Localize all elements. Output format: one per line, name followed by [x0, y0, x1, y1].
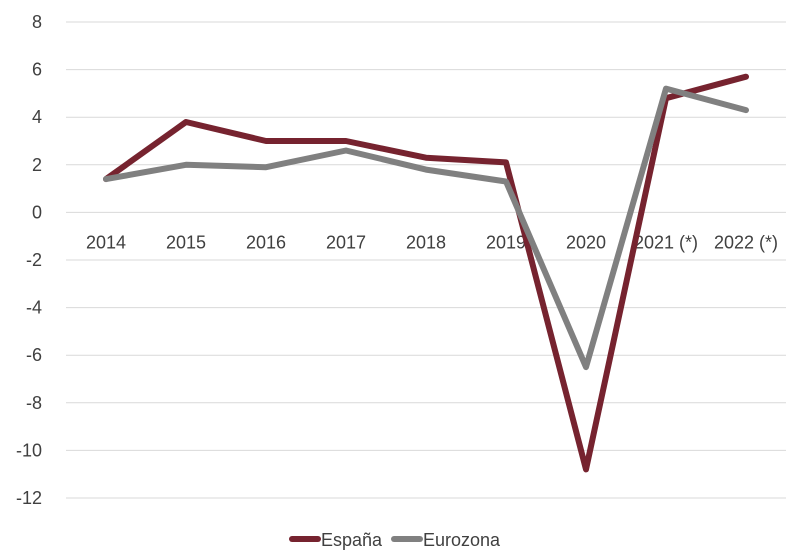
x-tick-label: 2018	[406, 232, 446, 252]
x-tick-label: 2017	[326, 232, 366, 252]
x-tick-label: 2015	[166, 232, 206, 252]
y-tick-label: -12	[16, 488, 42, 508]
x-tick-label: 2020	[566, 232, 606, 252]
y-tick-label: 4	[32, 107, 42, 127]
x-tick-label: 2021 (*)	[634, 232, 698, 252]
legend-label: España	[321, 530, 383, 550]
y-tick-label: 8	[32, 12, 42, 32]
y-tick-label: 2	[32, 155, 42, 175]
y-axis-tick-labels: 8 6 4 2 0 -2 -4 -6 -8 -10 -12	[16, 12, 42, 508]
gridlines	[66, 21, 786, 499]
series-line-espana	[103, 73, 749, 473]
x-tick-label: 2022 (*)	[714, 232, 778, 252]
y-tick-label: 6	[32, 60, 42, 80]
x-tick-label: 2014	[86, 232, 126, 252]
x-tick-label: 2016	[246, 232, 286, 252]
legend-label: Eurozona	[423, 530, 501, 550]
y-tick-label: -4	[26, 298, 42, 318]
legend: España Eurozona	[289, 530, 501, 550]
x-tick-label: 2019	[486, 232, 526, 252]
y-tick-label: -8	[26, 393, 42, 413]
x-axis-tick-labels: 2014 2015 2016 2017 2018 2019 2020 2021 (*) 2022…	[86, 232, 778, 252]
y-tick-label: -2	[26, 250, 42, 270]
y-tick-label: 0	[32, 202, 42, 222]
series-lines	[103, 73, 749, 473]
y-tick-label: -6	[26, 345, 42, 365]
y-tick-label: -10	[16, 440, 42, 460]
series-line-eurozona	[103, 85, 749, 371]
